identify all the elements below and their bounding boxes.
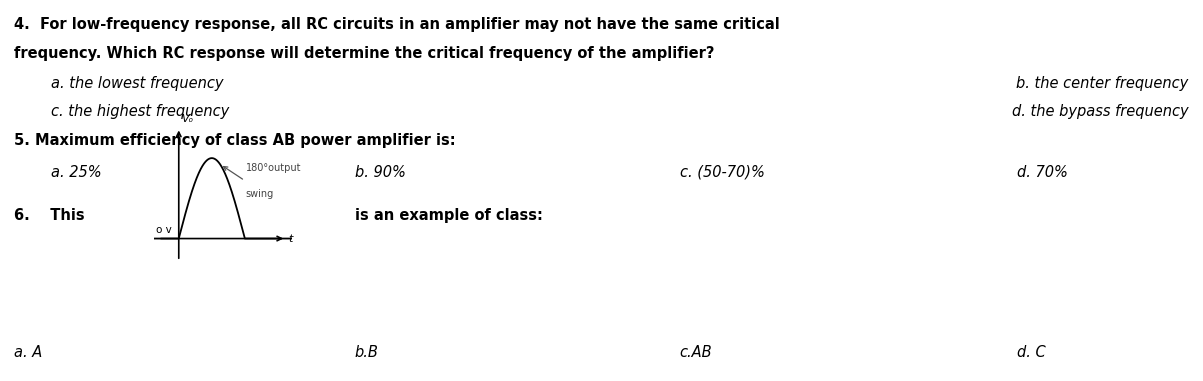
Text: c. the highest frequency: c. the highest frequency xyxy=(51,104,229,118)
Text: c.AB: c.AB xyxy=(680,345,712,360)
Text: d. the bypass frequency: d. the bypass frequency xyxy=(1012,104,1189,118)
Text: 180°output: 180°output xyxy=(245,163,302,173)
Text: is an example of class:: is an example of class: xyxy=(355,208,543,223)
Text: Vₒ: Vₒ xyxy=(180,114,192,124)
Text: t: t xyxy=(289,234,292,243)
Text: a. A: a. A xyxy=(14,345,42,360)
Text: d. C: d. C xyxy=(1017,345,1045,360)
Text: a. the lowest frequency: a. the lowest frequency xyxy=(51,76,223,91)
Text: c. (50-70)%: c. (50-70)% xyxy=(680,165,765,179)
Text: 6.    This: 6. This xyxy=(14,208,85,223)
Text: a. 25%: a. 25% xyxy=(51,165,101,179)
Text: b.B: b.B xyxy=(355,345,379,360)
Text: d. 70%: d. 70% xyxy=(1017,165,1067,179)
Text: 5. Maximum efficiency of class AB power amplifier is:: 5. Maximum efficiency of class AB power … xyxy=(14,133,456,147)
Text: b. 90%: b. 90% xyxy=(355,165,405,179)
Text: frequency. Which RC response will determine the critical frequency of the amplif: frequency. Which RC response will determ… xyxy=(14,46,715,61)
Text: 4.  For low-frequency response, all RC circuits in an amplifier may not have the: 4. For low-frequency response, all RC ci… xyxy=(14,17,781,32)
Text: o v: o v xyxy=(156,225,172,235)
Text: b. the center frequency: b. the center frequency xyxy=(1017,76,1189,91)
Text: swing: swing xyxy=(245,189,274,199)
